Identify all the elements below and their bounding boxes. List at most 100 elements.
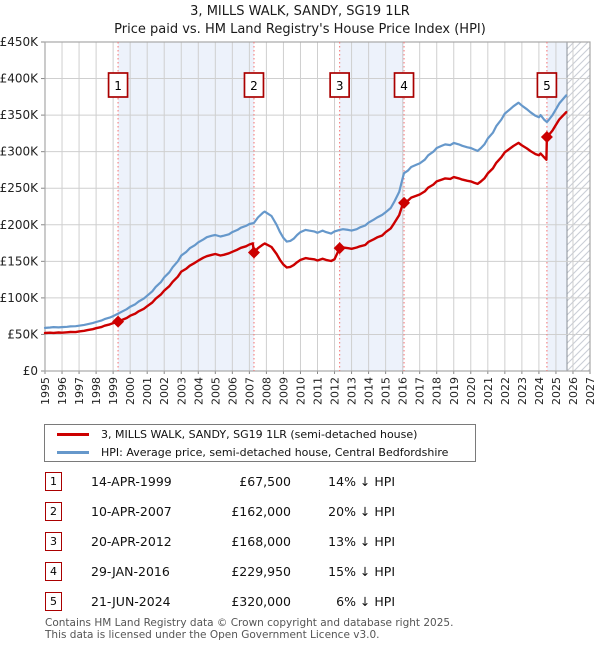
footer: Contains HM Land Registry data © Crown c… (45, 617, 453, 641)
x-tick-label: 2025 (550, 377, 563, 405)
sale-date: 29-JAN-2016 (91, 564, 170, 579)
ownership-span (546, 42, 568, 371)
future-hatch-area (567, 42, 590, 371)
ownership-span (339, 42, 405, 371)
y-tick-label: £250K (0, 181, 39, 195)
sale-number-label-3: 3 (336, 79, 344, 93)
x-tick-label: 1995 (39, 377, 52, 405)
x-axis-labels: 1995 1996 1997 1998 1999 2000 2001 2002 2003 2004… (39, 377, 597, 405)
y-tick-label: £100K (0, 291, 39, 305)
table-row: 4 29-JAN-2016 £229,950 15% ↓ HPI (45, 562, 395, 581)
sale-number-label-2: 2 (250, 79, 258, 93)
chart-header: 3, MILLS WALK, SANDY, SG19 1LR Price pai… (0, 3, 600, 39)
sale-number-badge: 4 (45, 562, 62, 581)
sale-marker-5 (540, 131, 553, 144)
ownership-span (118, 42, 254, 371)
x-tick-label: 2005 (209, 377, 222, 405)
chart-subtitle: Price paid vs. HM Land Registry's House … (114, 22, 486, 37)
sale-number-box-5 (536, 72, 558, 98)
sales-table: 1 14-APR-1999 £67,500 14% ↓ HPI 2 10-APR-2007… (45, 472, 395, 611)
x-tick-label: 2000 (124, 377, 137, 405)
sale-date: 20-APR-2012 (91, 534, 172, 549)
future-hatch (566, 42, 590, 371)
price_paid-line (43, 111, 568, 335)
x-tick-label: 2023 (516, 377, 529, 405)
x-tick-label: 2004 (192, 377, 205, 405)
hpi-line (43, 94, 568, 329)
plot-border (44, 41, 591, 372)
sale-date: 10-APR-2007 (91, 504, 172, 519)
sale-hpi-diff: 15% ↓ HPI (328, 564, 395, 579)
x-tick-label: 2009 (277, 377, 290, 405)
chart-title: 3, MILLS WALK, SANDY, SG19 1LR (190, 4, 410, 19)
sale-hpi-diff: 20% ↓ HPI (328, 504, 395, 519)
y-tick-label: £50K (7, 327, 39, 341)
x-tick-label: 2017 (414, 377, 427, 405)
x-tick-label: 2010 (294, 377, 307, 405)
x-tick-label: 2014 (363, 377, 376, 405)
sale-number-boxes: 1 2 3 4 5 (107, 72, 558, 98)
x-tick-label: 1996 (56, 377, 69, 405)
y-tick-label: £450K (0, 35, 39, 49)
sale-price: £229,950 (231, 564, 291, 579)
x-tick-label: 2002 (158, 377, 171, 405)
sale-marker-1 (112, 315, 125, 328)
sale-markers (112, 131, 553, 328)
x-tick-label: 1998 (90, 377, 103, 405)
y-tick-label: £0 (23, 364, 38, 378)
sale-number-box-1 (107, 72, 129, 98)
footer-line-1: Contains HM Land Registry data © Crown c… (45, 617, 454, 629)
y-axis-labels: £0 £50K £100K £150K £200K £250K £300K £350K £400… (0, 35, 39, 378)
sale-number-box-4 (393, 72, 415, 98)
x-tick-label: 2026 (567, 377, 580, 405)
legend-box: 3, MILLS WALK, SANDY, SG19 1LR (semi-det… (44, 424, 476, 462)
x-tick-label: 2021 (482, 377, 495, 405)
sale-price: £67,500 (239, 474, 291, 489)
legend-row-price-paid: 3, MILLS WALK, SANDY, SG19 1LR (semi-det… (57, 426, 475, 442)
sale-number-badge: 1 (45, 472, 62, 491)
sale-number-badge: 2 (45, 502, 62, 521)
legend-row-hpi: HPI: Average price, semi-detached house,… (57, 444, 475, 460)
sale-marker-4 (398, 196, 411, 209)
ownership-shading (118, 42, 568, 371)
sale-date: 14-APR-1999 (91, 474, 172, 489)
x-tick-label: 2007 (243, 377, 256, 405)
x-tick-label: 2013 (346, 377, 359, 405)
sale-price: £168,000 (231, 534, 291, 549)
footer-line-2: This data is licensed under the Open Gov… (45, 629, 380, 641)
legend-label-hpi: HPI: Average price, semi-detached house,… (101, 445, 449, 459)
sale-price: £320,000 (231, 594, 291, 609)
x-tick-label: 2018 (431, 377, 444, 405)
x-tick-label: 1999 (107, 377, 120, 405)
x-tick-label: 2012 (329, 377, 342, 405)
table-row: 5 21-JUN-2024 £320,000 6% ↓ HPI (45, 592, 395, 611)
x-tick-label: 2019 (448, 377, 461, 405)
sale-number-label-5: 5 (543, 79, 551, 93)
x-tick-label: 2006 (226, 377, 239, 405)
sale-marker-2 (247, 246, 260, 259)
price-chart: 1 2 3 4 5 £0 £50K £100K £150K £200K £250K £300K £35… (0, 35, 597, 405)
x-tick-label: 1997 (73, 377, 86, 405)
y-tick-label: £150K (0, 254, 39, 268)
x-tick-label: 2027 (584, 377, 597, 405)
sale-number-label-1: 1 (114, 79, 122, 93)
sale-number-label-4: 4 (400, 79, 408, 93)
sale-number-box-3 (329, 72, 350, 98)
table-row: 3 20-APR-2012 £168,000 13% ↓ HPI (45, 532, 395, 551)
x-tick-label: 2022 (499, 377, 512, 405)
x-tick-label: 2015 (380, 377, 393, 405)
x-tick-label: 2003 (175, 377, 188, 405)
table-row: 2 10-APR-2007 £162,000 20% ↓ HPI (45, 502, 395, 521)
data-series (43, 94, 568, 335)
hpi-swatch (57, 450, 89, 454)
table-row: 1 14-APR-1999 £67,500 14% ↓ HPI (45, 472, 395, 491)
sale-price: £162,000 (231, 504, 291, 519)
sale-hpi-diff: 6% ↓ HPI (336, 594, 395, 609)
x-tick-label: 2020 (465, 377, 478, 405)
sale-number-badge: 3 (45, 532, 62, 551)
sale-date: 21-JUN-2024 (91, 594, 171, 609)
x-tick-label: 2016 (397, 377, 410, 405)
x-tick-label: 2011 (312, 377, 325, 405)
sale-hpi-diff: 14% ↓ HPI (328, 474, 395, 489)
